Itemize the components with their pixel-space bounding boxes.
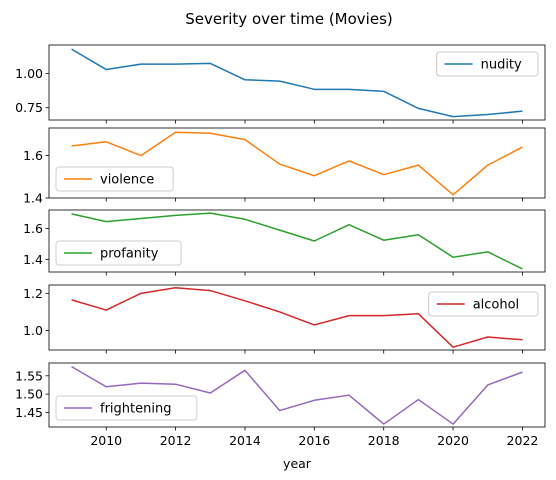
subplot-violence: 1.4 1.6 violence <box>23 127 546 206</box>
subplot-profanity: 1.4 1.6 profanity <box>23 209 546 276</box>
legend-box <box>428 291 539 317</box>
axes-frame <box>48 209 546 273</box>
x-tick-label: 2014 <box>229 433 261 448</box>
x-tick-label: 2010 <box>90 433 122 448</box>
axes-frame <box>48 44 546 121</box>
subplot-frightening: 1.45 1.50 1.55 2010 2012 2014 2016 2018 2020 2022… <box>15 362 546 448</box>
y-tick-label: 1.50 <box>15 387 43 402</box>
series-line-violence <box>71 131 523 196</box>
legend-violence: violence <box>55 166 174 192</box>
legend-label: violence <box>100 173 154 188</box>
legend-frightening: frightening <box>55 395 198 421</box>
y-tick-label: 1.4 <box>23 191 43 206</box>
subplot-nudity: 0.75 1.00 nudity <box>15 44 546 124</box>
y-tick-label: 1.00 <box>15 66 43 81</box>
chart-title: Severity over time (Movies) <box>185 10 393 28</box>
y-tick-label: 1.6 <box>23 148 43 163</box>
y-tick-label: 1.45 <box>15 405 43 420</box>
legend-box <box>55 166 174 192</box>
axes-frame <box>48 127 546 199</box>
y-tick-label: 1.2 <box>23 286 43 301</box>
series-line-frightening <box>71 366 523 425</box>
x-tick-label: 2016 <box>298 433 330 448</box>
subplot-panels: 0.75 1.00 nudity 1.4 1.6 violence 1.4 1.6 profan… <box>15 44 546 448</box>
legend-label: frightening <box>100 402 171 417</box>
legend-alcohol: alcohol <box>428 291 539 317</box>
y-tick-label: 1.6 <box>23 221 43 236</box>
y-tick-label: 1.4 <box>23 252 43 267</box>
x-tick-label: 2018 <box>368 433 400 448</box>
legend-label: alcohol <box>473 298 519 313</box>
y-tick-label: 0.75 <box>15 100 43 115</box>
x-tick-label: 2020 <box>437 433 469 448</box>
legend-box <box>436 51 539 77</box>
x-tick-label: 2022 <box>507 433 539 448</box>
legend-box <box>55 240 182 266</box>
x-tick-label: 2012 <box>160 433 192 448</box>
legend-label: nudity <box>481 58 522 73</box>
legend-nudity: nudity <box>436 51 539 77</box>
legend-profanity: profanity <box>55 240 182 266</box>
y-tick-label: 1.55 <box>15 368 43 383</box>
axes-frame <box>48 362 546 428</box>
legend-label: profanity <box>100 247 159 262</box>
subplot-alcohol: 1.0 1.2 alcohol <box>23 284 546 354</box>
axes-frame <box>48 284 546 351</box>
series-line-profanity <box>71 212 523 270</box>
x-axis-label: year <box>283 456 312 471</box>
legend-box <box>55 395 198 421</box>
series-line-alcohol <box>71 287 523 348</box>
y-tick-label: 1.0 <box>23 323 43 338</box>
series-line-nudity <box>71 48 523 118</box>
